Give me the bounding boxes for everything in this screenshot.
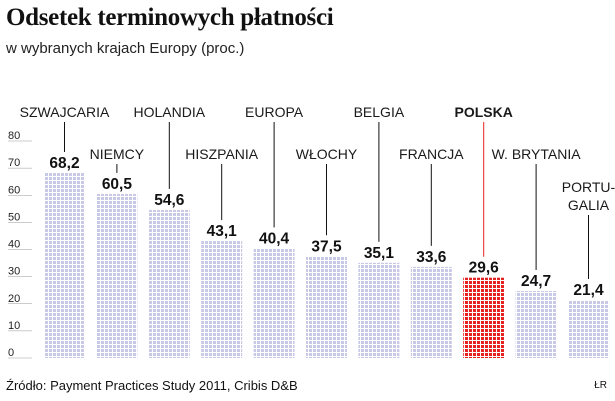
bar — [96, 193, 138, 358]
bars — [44, 173, 609, 358]
category-label: PORTU- — [562, 179, 615, 195]
bar — [306, 256, 347, 358]
category-label: NIEMCY — [90, 146, 145, 162]
category-label: W. BRYTANIA — [492, 146, 582, 162]
value-labels: 68,2 60,5 54,6 43,1 40,4 37,5 35,1 33,6 29,6 24,7… — [49, 155, 604, 299]
value-label: 54,6 — [154, 192, 185, 209]
value-label: 68,2 — [49, 155, 79, 172]
category-label: EUROPA — [245, 104, 304, 120]
value-label: 21,4 — [573, 282, 604, 299]
y-tick-label: 50 — [8, 211, 20, 223]
category-label: HOLANDIA — [134, 104, 206, 120]
leader-lines — [64, 122, 589, 279]
y-tick-label: 10 — [8, 320, 20, 332]
category-label: WŁOCHY — [296, 146, 358, 162]
bar — [253, 248, 295, 358]
bar — [410, 266, 452, 358]
category-label: GALIA — [568, 197, 610, 213]
bar — [44, 173, 85, 358]
value-label: 37,5 — [311, 238, 342, 255]
value-label: 35,1 — [364, 245, 395, 262]
source-note: Źródło: Payment Practices Study 2011, Cr… — [6, 378, 298, 393]
y-tick-label: 40 — [8, 239, 20, 251]
bar — [515, 291, 557, 358]
bar — [148, 209, 190, 358]
y-tick-label: 0 — [8, 347, 14, 359]
chart-subtitle: w wybranych krajach Europy (proc.) — [6, 40, 245, 57]
chart-title: Odsetek terminowych płatności — [6, 4, 334, 31]
bar — [568, 299, 609, 358]
value-label: 60,5 — [102, 176, 133, 193]
value-label: 43,1 — [207, 223, 238, 240]
y-tick-label: 60 — [8, 184, 20, 196]
category-label: POLSKA — [455, 104, 513, 120]
y-tick-label: 30 — [8, 266, 20, 278]
y-tick-label: 20 — [8, 293, 20, 305]
value-label: 40,4 — [259, 230, 290, 247]
author-credit: ŁR — [594, 380, 607, 391]
value-label: 24,7 — [521, 273, 551, 290]
y-axis: 0 10 20 30 40 50 60 70 80 — [8, 130, 32, 359]
category-labels: SZWAJCARIA NIEMCY HOLANDIA HISZPANIA EUROPA W… — [20, 104, 615, 213]
y-tick-label: 70 — [8, 157, 20, 169]
bar — [358, 262, 400, 358]
category-label: BELGIA — [354, 104, 405, 120]
y-tick-label: 80 — [8, 130, 20, 142]
bar — [201, 241, 243, 358]
category-label: FRANCJA — [399, 146, 464, 162]
bar — [463, 277, 505, 358]
value-label: 33,6 — [416, 249, 447, 266]
category-label: HISZPANIA — [185, 146, 259, 162]
category-label: SZWAJCARIA — [20, 104, 110, 120]
value-label: 29,6 — [469, 260, 500, 277]
